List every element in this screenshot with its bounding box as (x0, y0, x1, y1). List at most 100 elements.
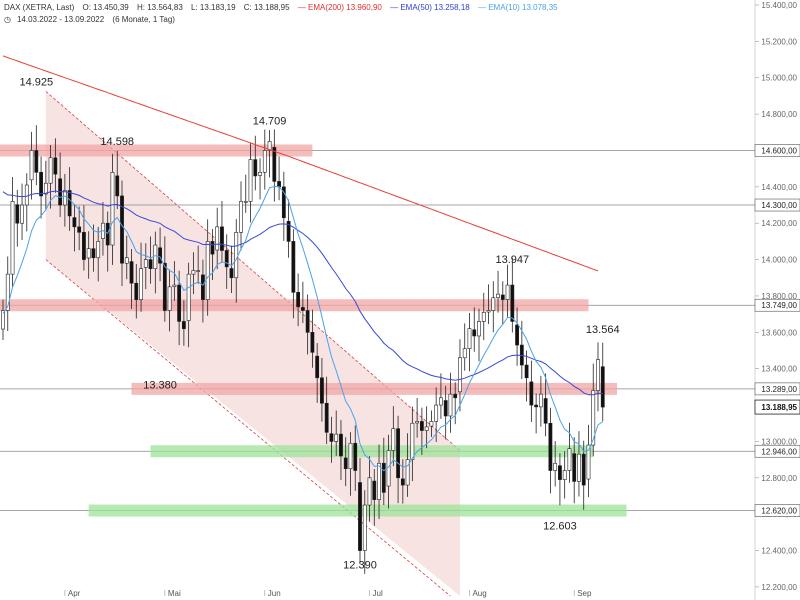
price-annotation: 12.390 (343, 559, 377, 571)
candle-body (29, 150, 34, 181)
candle-body (48, 157, 53, 184)
candle-body (91, 248, 96, 259)
candle-body (186, 273, 191, 321)
candle-body (153, 244, 158, 269)
candle-body (315, 355, 320, 379)
candle-body (134, 282, 139, 300)
candle-body (400, 478, 405, 486)
candle-body (158, 247, 162, 264)
candle-body (415, 421, 420, 424)
support-zone-12946 (150, 445, 594, 458)
candle-body (505, 284, 510, 300)
candle-body (243, 201, 248, 203)
candle-body (253, 159, 258, 177)
candle-body (220, 226, 224, 251)
candle-body (105, 222, 110, 246)
candle-body (120, 195, 124, 264)
descending-channel (45, 91, 460, 596)
date-range: 14.03.2022 - 13.09.2022 (16, 15, 105, 24)
candle-body (272, 147, 277, 182)
y-tick-label: 12.800,00 (761, 474, 797, 483)
candle-body (296, 292, 301, 308)
candle-body (143, 259, 148, 268)
candle-body (462, 348, 467, 359)
candle-body (410, 422, 415, 460)
candle-body (515, 324, 519, 346)
candle-body (553, 462, 558, 471)
level-tag (754, 144, 800, 157)
level-label: 12.620,00 (761, 507, 797, 516)
candle-body (458, 357, 462, 393)
candle-body (405, 459, 410, 486)
candle-body (191, 270, 196, 275)
candle-body (429, 421, 434, 427)
candle-body (419, 421, 424, 431)
candle-body (72, 217, 77, 228)
level-tag (754, 298, 800, 312)
candle-body (305, 310, 310, 333)
candle-body (453, 393, 458, 399)
candle-body (591, 390, 596, 446)
candle-body (343, 457, 348, 470)
candle-body (248, 159, 253, 202)
candle-body (529, 381, 534, 406)
candle-body (34, 150, 39, 173)
y-tick-label: 13.400,00 (761, 365, 797, 374)
ema10-legend: — EMA(10) 13.078,35 (477, 3, 558, 12)
candle-body (424, 426, 429, 431)
candle-body (324, 402, 329, 433)
candle-body (496, 293, 500, 299)
price-annotation: 14.709 (253, 116, 287, 128)
candle-body (62, 190, 67, 206)
candle-body (210, 241, 215, 255)
candle-body (586, 444, 591, 480)
candle-body (467, 328, 472, 349)
candle-body (181, 321, 186, 329)
candle-body (148, 259, 153, 269)
candle-body (434, 404, 439, 422)
candle-body (196, 270, 201, 272)
ema10-line (2, 185, 604, 472)
ema50-line (2, 190, 603, 396)
candle-body (362, 504, 367, 551)
candle-body (172, 284, 177, 287)
candle-body (353, 442, 358, 471)
candle-body (86, 248, 91, 259)
level-tag (754, 198, 800, 212)
level-tag (754, 444, 800, 458)
candle-body (53, 157, 58, 175)
x-tick-label: Jun (268, 589, 281, 598)
x-tick-label: Jul (373, 589, 383, 598)
y-tick-label: 14.200,00 (761, 219, 797, 228)
candle-body (439, 397, 443, 406)
candle-body (96, 241, 101, 259)
symbol-label: DAX (XETRA, Last) (4, 3, 75, 12)
candle-body (201, 274, 205, 300)
last-price-tag (754, 399, 800, 415)
candle-body (139, 268, 143, 300)
level-label: 13.289,00 (761, 385, 797, 394)
candle-body (577, 453, 581, 482)
candle-body (538, 393, 543, 408)
y-tick-label: 14.800,00 (761, 110, 797, 119)
candle-body (277, 181, 281, 188)
x-tick-label: Apr (68, 589, 81, 598)
period-label: (6 Monate, 1 Tag) (112, 15, 175, 24)
level-label: 14.600,00 (761, 146, 797, 155)
candle-body (43, 182, 48, 195)
resistance-zone-13289 (131, 382, 618, 395)
candle-body (115, 175, 120, 197)
candle-body (443, 400, 448, 417)
x-tick-label: Sep (577, 589, 592, 598)
resistance-zone-13749 (0, 299, 589, 312)
candle-body (20, 204, 24, 224)
candle-body (39, 171, 43, 197)
channel-lower-line (45, 259, 451, 597)
candle-body (67, 190, 72, 217)
candle-body (372, 480, 377, 500)
ema200-legend: — EMA(200) 13.960,90 (297, 3, 382, 12)
candle-body (572, 453, 577, 482)
last-price-label: 13.188,95 (761, 403, 797, 412)
candle-body (381, 462, 386, 493)
candle-body (15, 204, 20, 224)
